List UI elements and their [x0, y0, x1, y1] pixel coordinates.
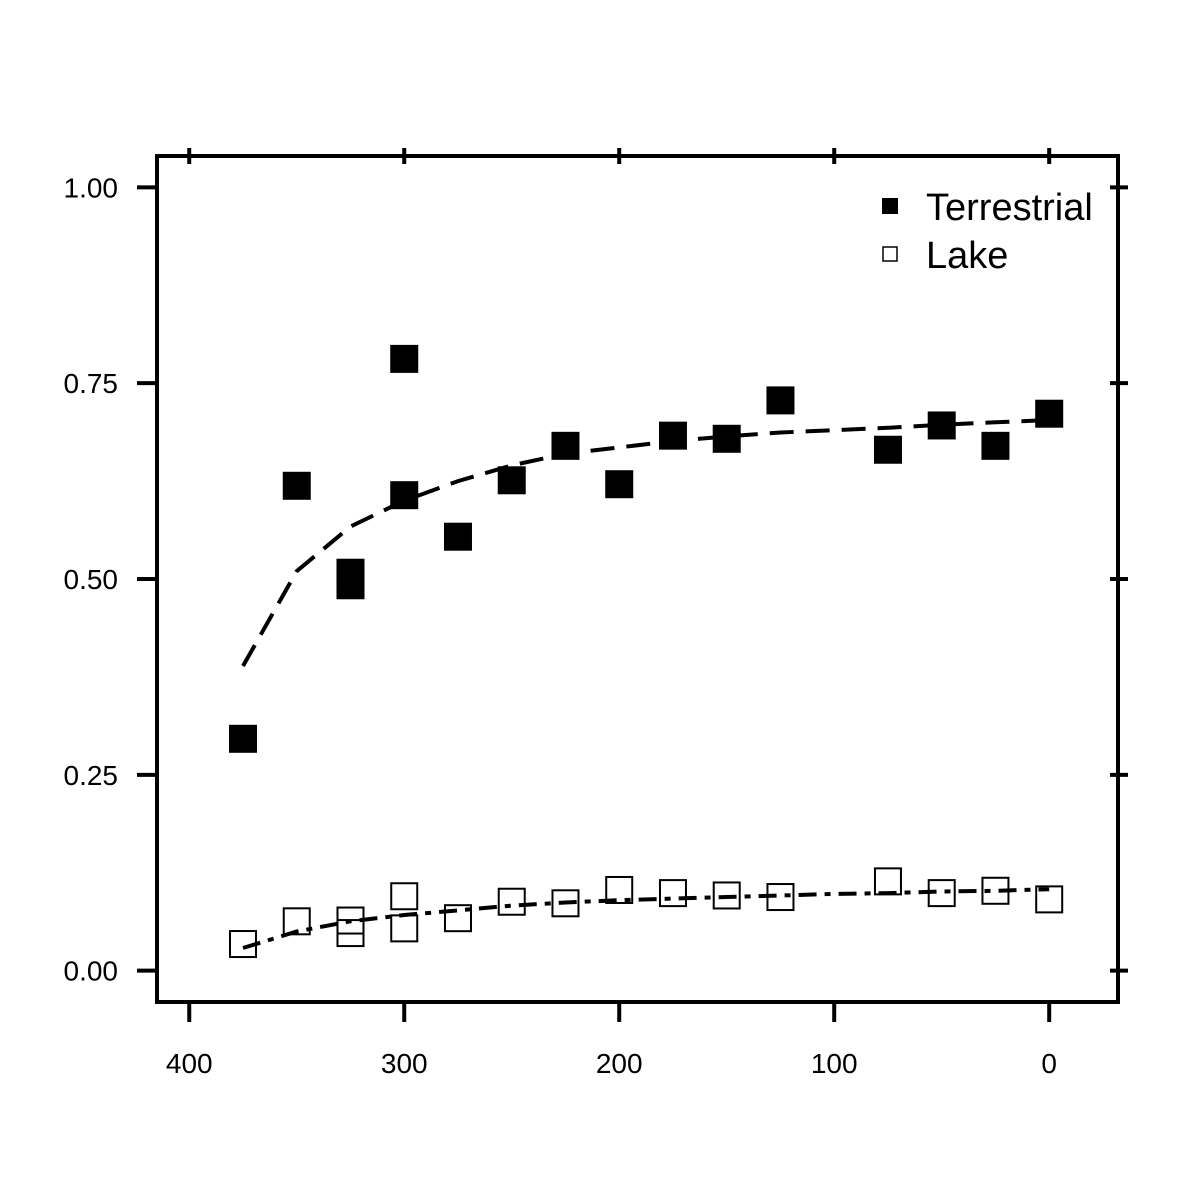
point-terrestrial	[712, 424, 741, 453]
point-terrestrial	[766, 386, 795, 415]
x-tick-label: 300	[381, 1048, 428, 1079]
point-terrestrial	[1035, 399, 1064, 428]
trend-line-terrestrial	[241, 418, 1050, 667]
legend-label-terrestrial: Terrestrial	[926, 187, 1093, 229]
point-lake	[551, 889, 580, 918]
point-lake	[1035, 885, 1064, 914]
point-terrestrial	[658, 421, 687, 450]
legend: Terrestrial Lake	[882, 187, 1093, 277]
trend-line-lake	[242, 887, 1050, 950]
point-terrestrial	[282, 471, 311, 500]
legend-marker-open-square	[882, 246, 898, 262]
point-terrestrial	[228, 724, 257, 753]
point-lake	[766, 883, 795, 912]
point-lake	[981, 876, 1010, 905]
point-lake	[658, 879, 687, 908]
point-lake	[336, 919, 365, 948]
legend-label-lake: Lake	[926, 235, 1008, 277]
point-terrestrial	[390, 344, 419, 373]
point-lake	[605, 875, 634, 904]
legend-item-lake: Lake	[882, 235, 1008, 277]
point-lake	[390, 914, 419, 943]
point-lake	[873, 867, 902, 896]
legend-item-terrestrial: Terrestrial	[882, 187, 1093, 229]
point-terrestrial	[605, 470, 634, 499]
point-lake	[228, 930, 257, 959]
y-tick-label: 0.50	[64, 564, 119, 595]
x-tick-label: 400	[166, 1048, 213, 1079]
legend-marker-filled-square	[882, 198, 898, 214]
point-terrestrial	[336, 571, 365, 600]
point-terrestrial	[497, 466, 526, 495]
point-lake	[712, 881, 741, 910]
point-terrestrial	[981, 431, 1010, 460]
y-tick-label: 0.25	[64, 760, 119, 791]
trend-lines	[241, 418, 1050, 950]
x-tick-label: 0	[1041, 1048, 1057, 1079]
data-markers	[228, 344, 1064, 959]
point-terrestrial	[390, 481, 419, 510]
point-terrestrial	[443, 522, 472, 551]
point-terrestrial	[551, 431, 580, 460]
point-terrestrial	[873, 435, 902, 464]
point-terrestrial	[927, 411, 956, 440]
point-lake	[282, 907, 311, 936]
y-tick-label: 0.75	[64, 368, 119, 399]
y-tick-label: 1.00	[64, 172, 119, 203]
y-axis: 0.00 0.25 0.50 0.75 1.00	[64, 172, 1128, 987]
x-axis: 400 300 200 100 0	[166, 148, 1057, 1079]
x-tick-label: 100	[811, 1048, 858, 1079]
point-lake	[927, 879, 956, 908]
point-lake	[390, 882, 419, 911]
y-tick-label: 0.00	[64, 956, 119, 987]
point-lake	[443, 904, 472, 933]
x-tick-label: 200	[596, 1048, 643, 1079]
point-lake	[497, 887, 526, 916]
